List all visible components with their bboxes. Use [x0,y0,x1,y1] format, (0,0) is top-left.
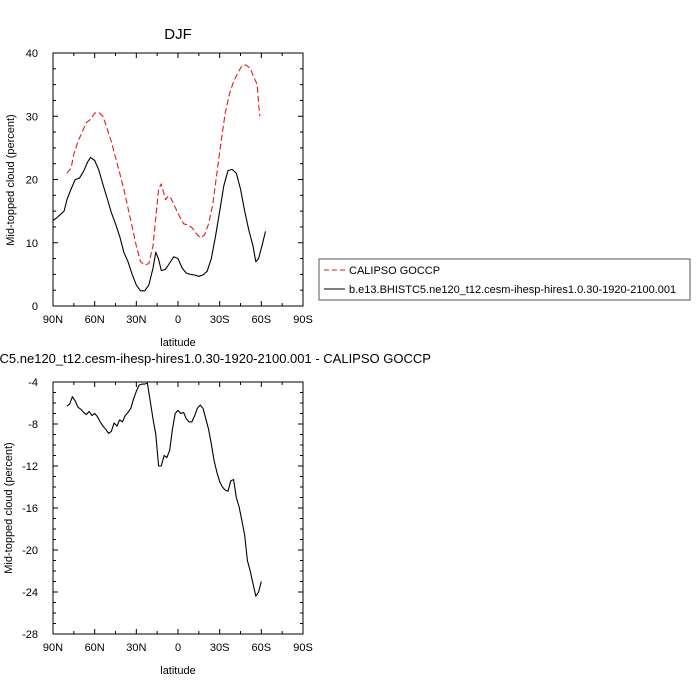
top-plot-frame [52,52,304,307]
bottom-x-tick-label: 0 [175,642,181,654]
bottom-chart-title: b.e13.BHISTC5.ne120_t12.cesm-ihesp-hires… [0,351,431,366]
bottom-x-axis-label: latitude [160,665,195,677]
top-y-tick-label: 10 [26,238,38,250]
top-x-tick-label: 60S [252,314,272,326]
bottom-y-tick-label: -24 [22,587,38,599]
bottom-y-tick-label: -12 [22,461,38,473]
bottom-x-tick-label: 90S [293,642,313,654]
top-y-tick-label: 20 [26,175,38,187]
bottom-y-axis-label: Mid-topped cloud (percent) [3,442,15,573]
top-axis-ticks: 90N 60N 30N 0 30S 60S 90S 0 10 20 30 40 [26,48,313,326]
bottom-x-tick-label: 60S [252,642,272,654]
bottom-y-tick-label: -8 [28,419,38,431]
top-x-tick-label: 30S [210,314,230,326]
bottom-y-tick-label: -20 [22,545,38,557]
legend-label-calipso: CALIPSO GOCCP [349,265,440,277]
top-panel: DJF 90N 60N 30N 0 30S 60S 90S 0 10 20 30 40 latitud… [5,26,313,349]
top-y-axis-label: Mid-topped cloud (percent) [5,114,17,245]
top-y-tick-label: 30 [26,111,38,123]
top-x-axis-label: latitude [160,337,195,349]
top-x-tick-label: 90N [43,314,63,326]
top-y-tick-label: 40 [26,48,38,60]
top-x-tick-label: 30N [126,314,146,326]
top-chart-title: DJF [164,26,192,43]
top-x-tick-label: 0 [175,314,181,326]
bottom-y-tick-label: -28 [22,629,38,641]
legend-box [318,258,691,301]
top-series-lines [52,64,267,292]
bottom-x-tick-label: 30S [210,642,230,654]
bottom-series-line-1 [66,382,262,597]
top-x-tick-label: 60N [85,314,105,326]
top-x-tick-label: 90S [293,314,313,326]
bottom-x-tick-label: 60N [85,642,105,654]
bottom-panel: b.e13.BHISTC5.ne120_t12.cesm-ihesp-hires… [0,351,431,677]
top-y-tick-label: 0 [32,301,38,313]
bottom-y-tick-label: -4 [28,377,38,389]
bottom-x-tick-label: 30N [126,642,146,654]
top-series-line-2 [52,156,267,292]
bottom-x-tick-label: 90N [43,642,63,654]
bottom-y-tick-label: -16 [22,503,38,515]
legend: CALIPSO GOCCP b.e13.BHISTC5.ne120_t12.ce… [318,258,691,301]
bottom-axis-ticks: 90N 60N 30N 0 30S 60S 90S -4 -8 -12 -16 -20 -24 -28 [22,377,313,654]
bottom-series-lines [66,382,262,597]
bottom-plot-frame [52,381,304,635]
top-series-line-1 [66,64,261,266]
legend-label-model: b.e13.BHISTC5.ne120_t12.cesm-ihesp-hires… [349,284,676,296]
